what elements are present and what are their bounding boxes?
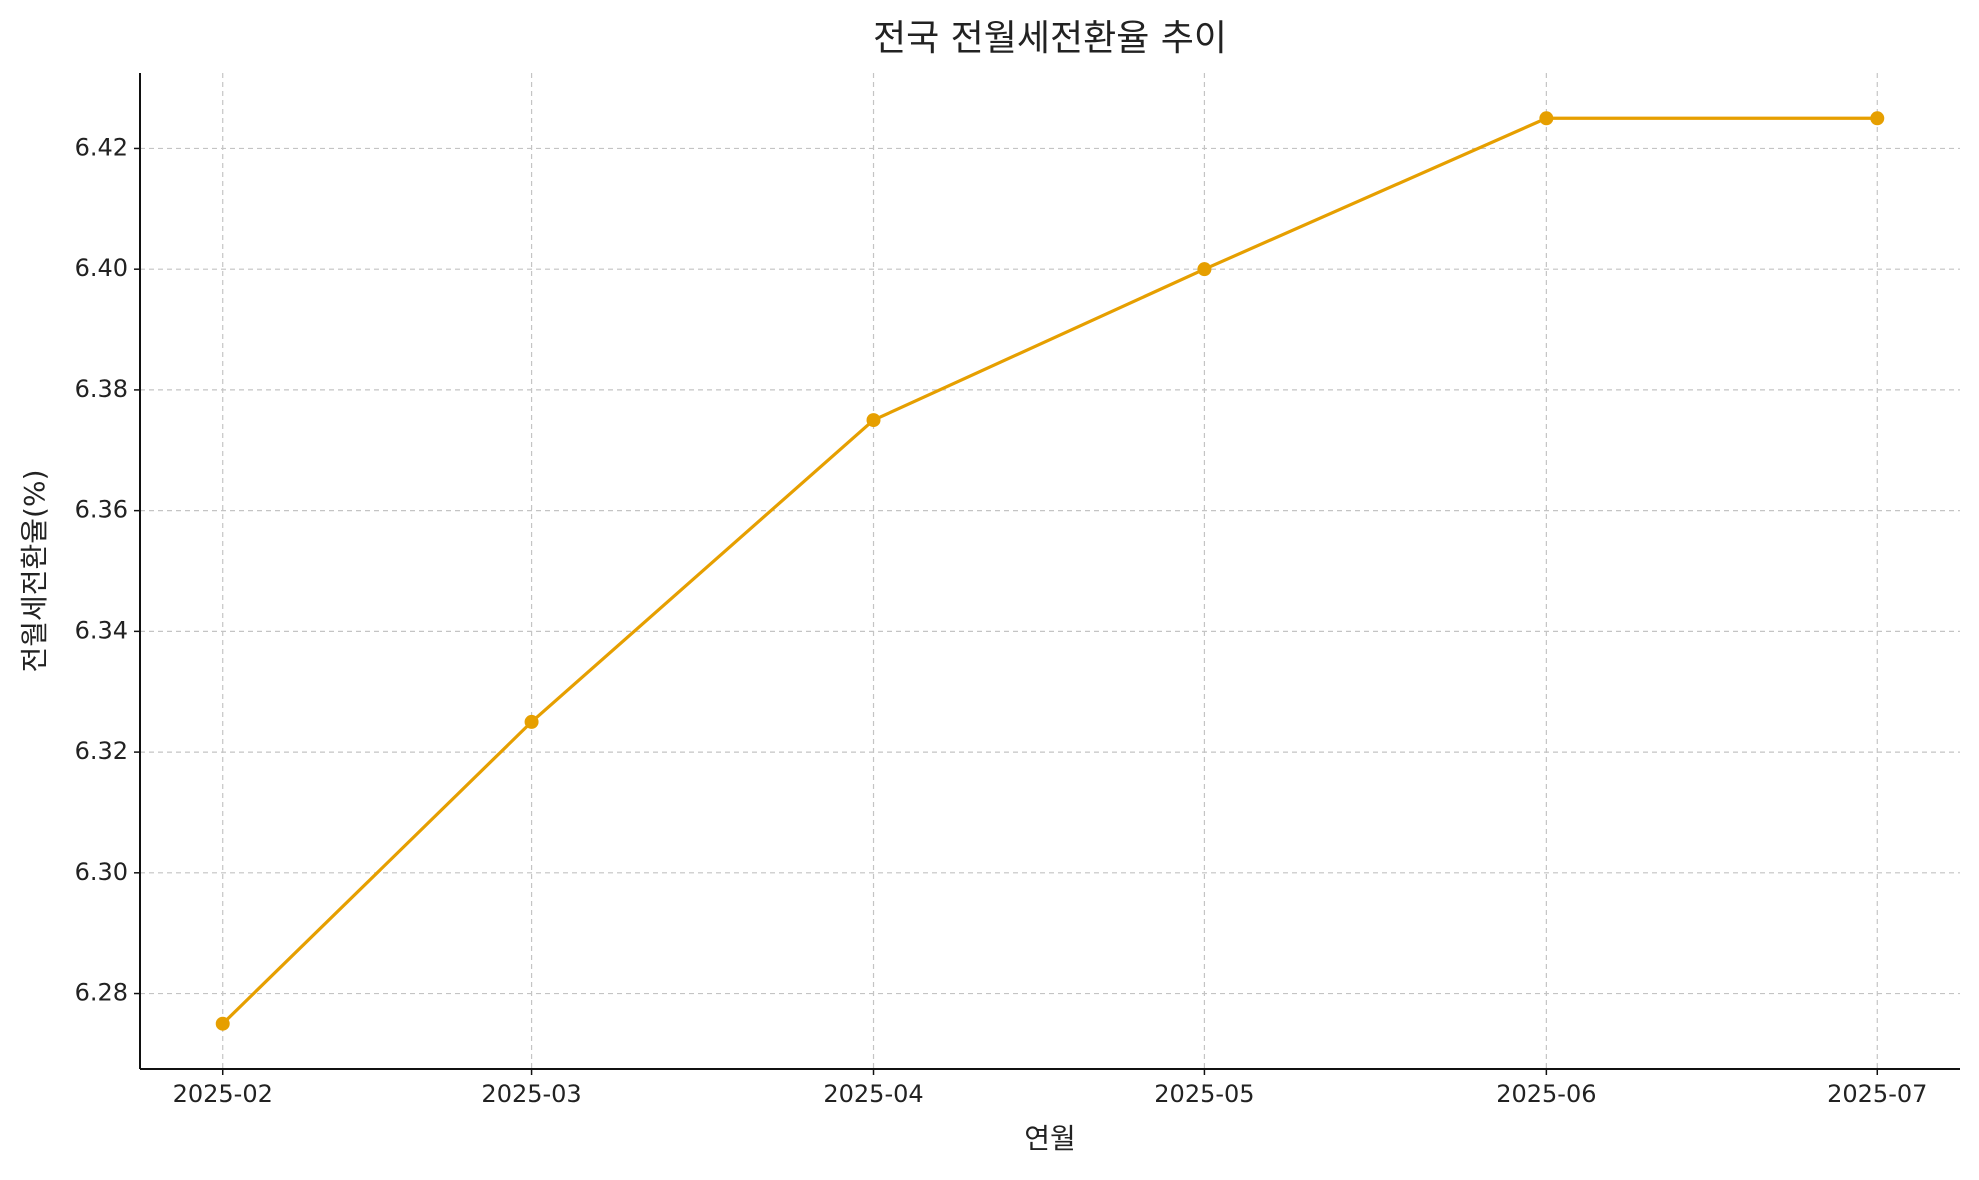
y-tick-label: 6.42 <box>75 133 128 161</box>
y-tick-label: 6.34 <box>75 616 128 644</box>
x-tick-label: 2025-04 <box>823 1080 923 1108</box>
y-tick-label: 6.32 <box>75 737 128 765</box>
point <box>866 413 881 428</box>
point <box>1870 111 1885 126</box>
point <box>1539 111 1554 126</box>
y-axis-label: 전월세전환율(%) <box>18 469 51 672</box>
chart-title: 전국 전월세전환율 추이 <box>873 18 1227 59</box>
y-tick-label: 6.40 <box>75 254 128 282</box>
y-tick-label: 6.38 <box>75 375 128 403</box>
x-tick-label: 2025-06 <box>1496 1080 1596 1108</box>
y-tick-label: 6.36 <box>75 496 128 524</box>
point <box>1197 262 1212 277</box>
point <box>215 1016 230 1031</box>
y-tick-label: 6.28 <box>75 979 128 1007</box>
x-tick-label: 2025-03 <box>481 1080 581 1108</box>
y-tick-label: 6.30 <box>75 858 128 886</box>
point <box>524 714 539 729</box>
line <box>221 116 1878 1025</box>
x-axis-label: 연월 <box>1024 1122 1076 1155</box>
x-tick-label: 2025-02 <box>173 1080 273 1108</box>
x-tick-label: 2025-07 <box>1827 1080 1927 1108</box>
x-tick-label: 2025-05 <box>1154 1080 1254 1108</box>
